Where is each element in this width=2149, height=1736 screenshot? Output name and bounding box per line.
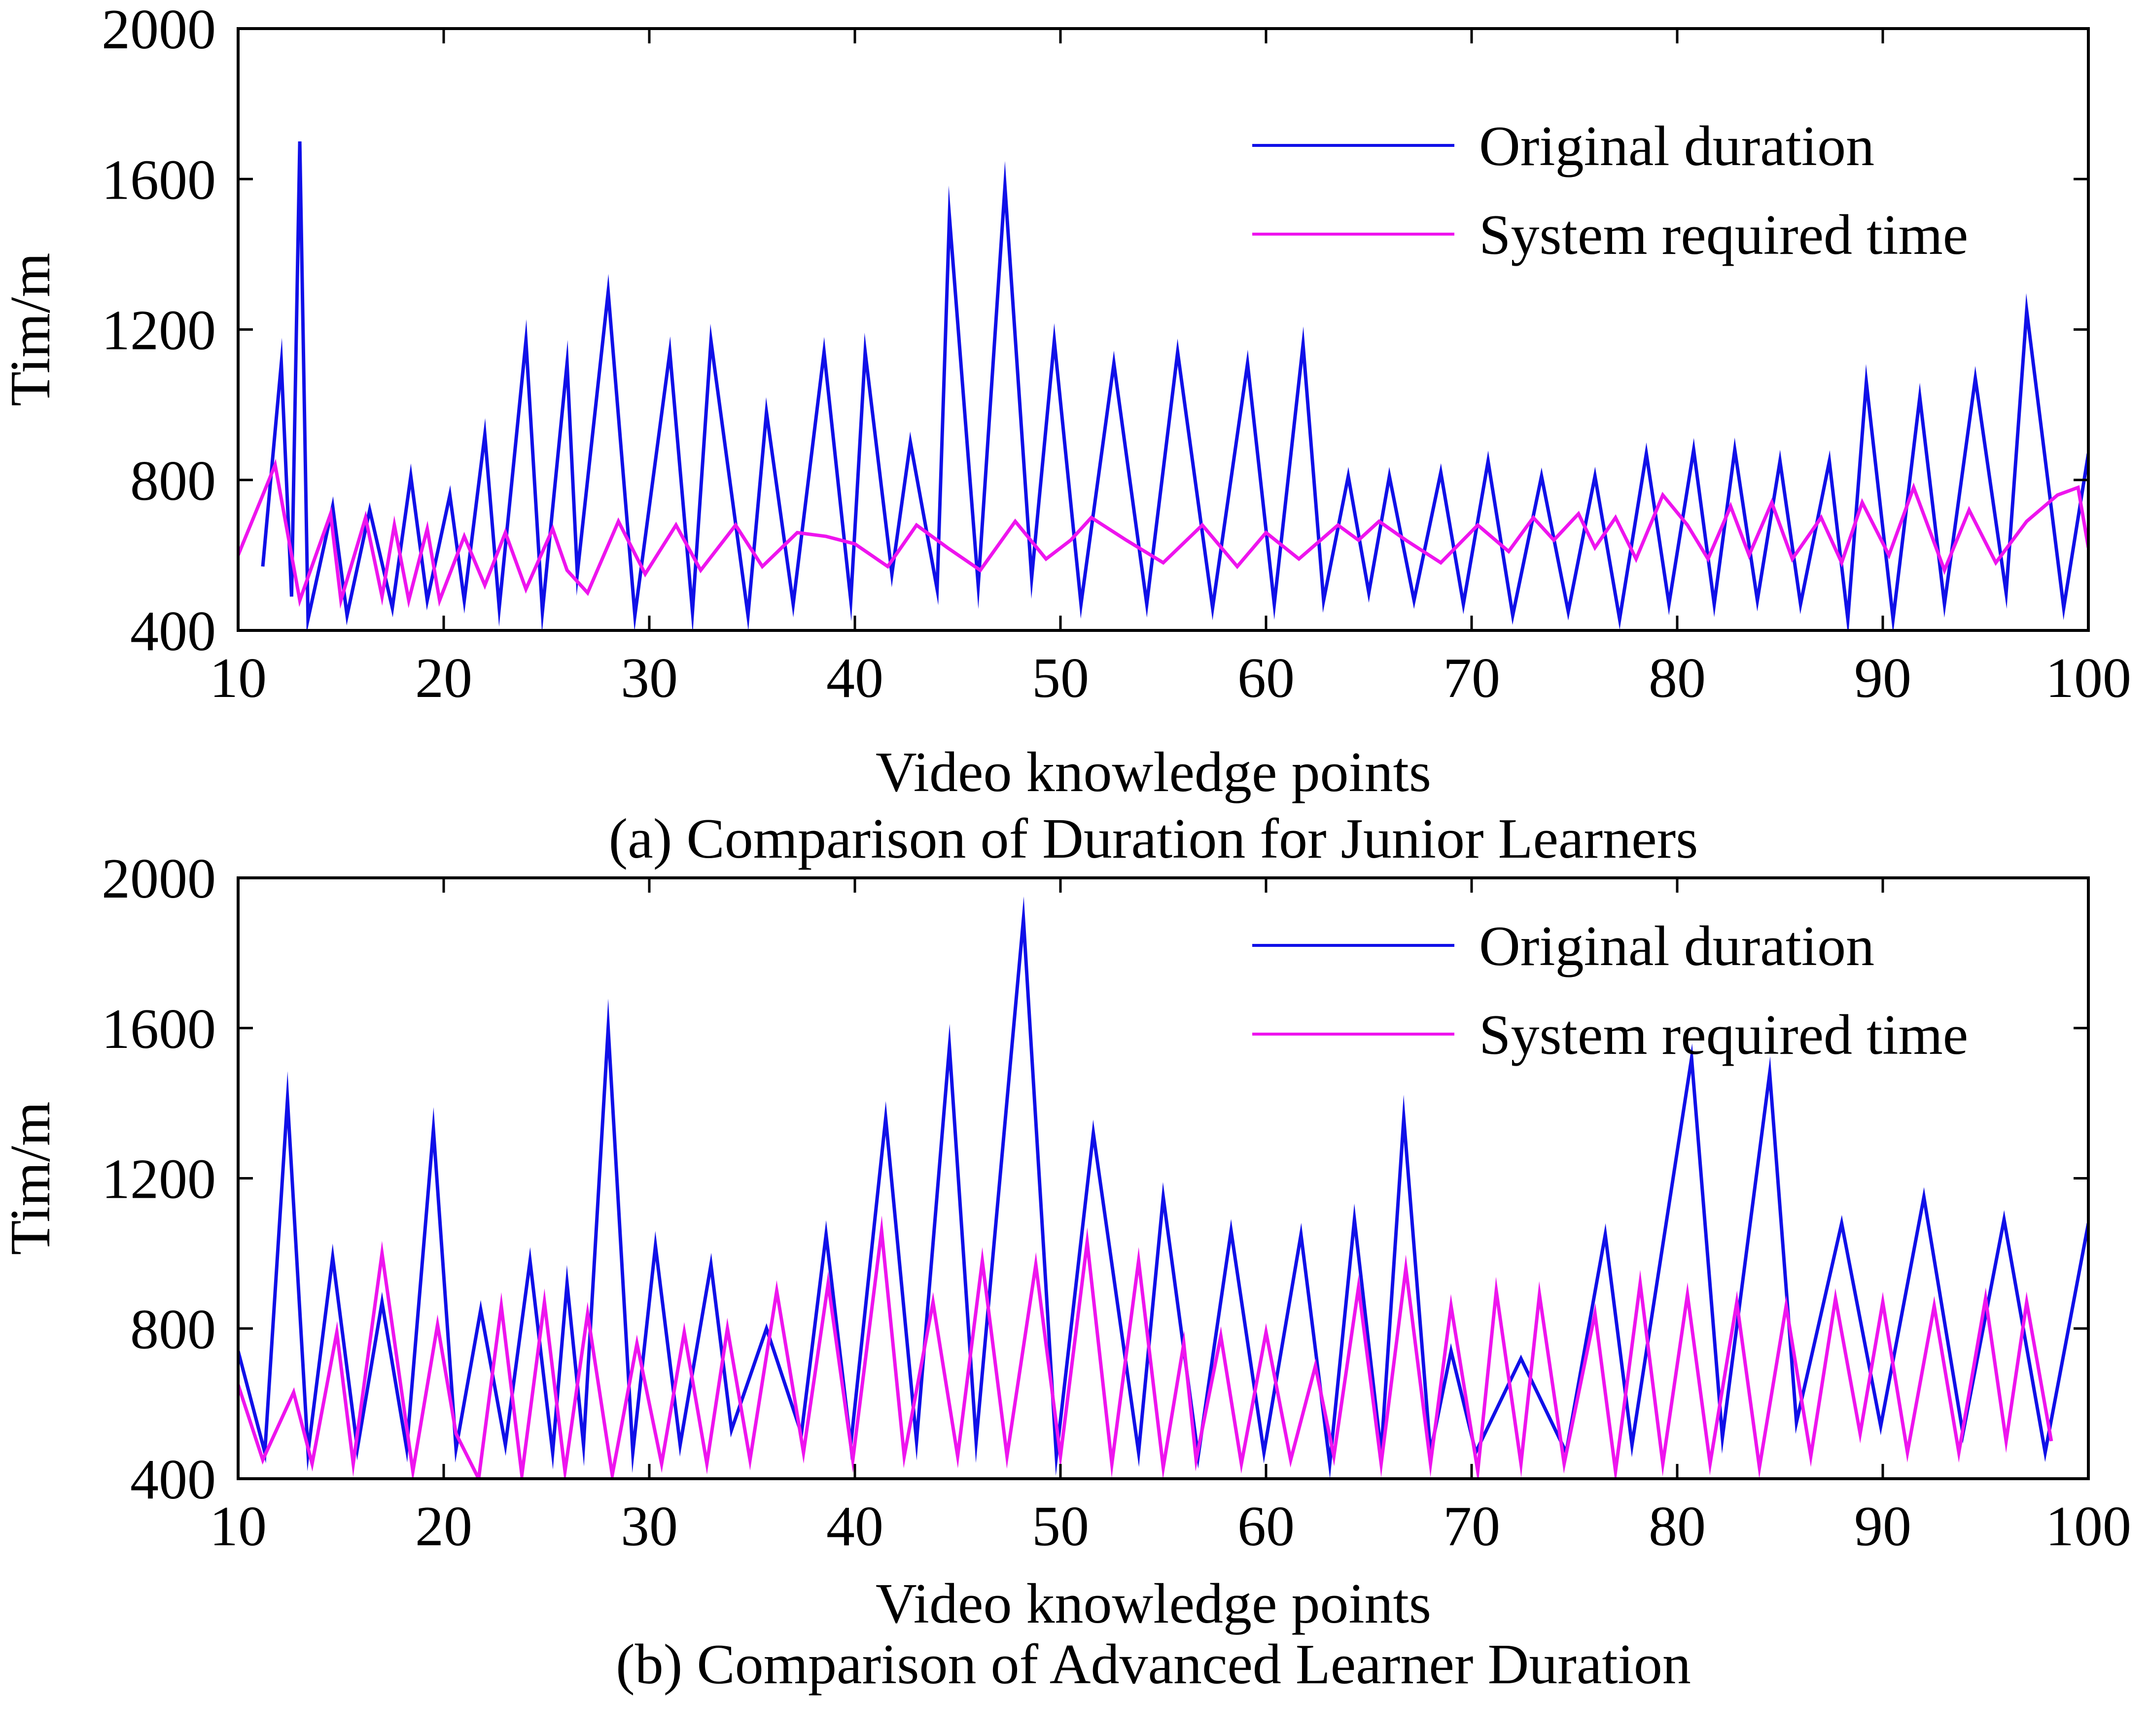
x-tick-label-b: 40 [826, 1495, 883, 1558]
legend-label-original-a: Original duration [1479, 115, 1874, 178]
y-tick-label-a: 2000 [102, 0, 216, 61]
x-tick-label-b: 60 [1237, 1495, 1295, 1558]
legend-label-system-a: System required time [1479, 204, 1968, 267]
x-tick-label-b: 80 [1649, 1495, 1706, 1558]
x-tick-label-a: 10 [210, 647, 267, 710]
y-tick-label-b: 2000 [102, 847, 216, 910]
y-tick-label-b: 1200 [102, 1148, 216, 1211]
chart-caption-a: (a) Comparison of Duration for Junior Le… [609, 807, 1698, 870]
x-tick-label-a: 70 [1443, 647, 1500, 710]
x-tick-label-a: 40 [826, 647, 883, 710]
x-tick-label-b: 50 [1032, 1495, 1089, 1558]
x-tick-label-a: 100 [2045, 647, 2131, 710]
x-tick-label-a: 80 [1649, 647, 1706, 710]
x-tick-label-a: 50 [1032, 647, 1089, 710]
x-tick-label-b: 30 [621, 1495, 678, 1558]
plot-area-a [238, 141, 2088, 630]
y-tick-label-a: 1200 [102, 299, 216, 362]
x-tick-label-b: 70 [1443, 1495, 1500, 1558]
x-tick-label-b: 90 [1854, 1495, 1911, 1558]
chart-panel-b: 10 20 30 40 50 60 70 80 90 100400800120016002000 … [0, 847, 2131, 1696]
y-tick-label-a: 1600 [102, 148, 216, 211]
y-tick-label-a: 800 [130, 450, 216, 513]
y-tick-label-b: 400 [130, 1448, 216, 1511]
x-axis-label-a: Video knowledge points [876, 741, 1431, 804]
series-system-required-time-line-b [238, 1215, 2053, 1479]
legend-b: Original duration System required time [1252, 915, 1968, 1067]
x-tick-label-a: 90 [1854, 647, 1911, 710]
x-tick-label-b: 10 [210, 1495, 267, 1558]
x-tick-label-b: 100 [2045, 1495, 2131, 1558]
chart-caption-b: (b) Comparison of Advanced Learner Durat… [616, 1633, 1691, 1696]
plot-area-b [238, 896, 2088, 1479]
series-system-required-time-line-a [238, 458, 2088, 609]
x-axis-label-b: Video knowledge points [876, 1572, 1431, 1635]
legend-label-system-b: System required time [1479, 1004, 1968, 1067]
chart-panel-a: 10 20 30 40 50 60 70 80 90 100400800120016002000 … [0, 0, 2131, 870]
series-original-duration-line-b [238, 896, 2088, 1479]
y-tick-label-a: 400 [130, 600, 216, 663]
x-tick-label-a: 60 [1237, 647, 1295, 710]
x-tick-label-b: 20 [415, 1495, 472, 1558]
series-original-duration-line-a [261, 141, 2088, 630]
ticks-b: 10 20 30 40 50 60 70 80 90 100 400 800 1200 1600 2000 [102, 847, 2131, 1558]
y-axis-label-b: Tim/m [0, 1102, 62, 1255]
legend-a: Original duration System required time [1252, 115, 1968, 267]
y-tick-label-b: 800 [130, 1298, 216, 1361]
x-tick-label-a: 30 [621, 647, 678, 710]
y-axis-label-a: Tim/m [0, 253, 62, 407]
x-tick-label-a: 20 [415, 647, 472, 710]
y-tick-label-b: 1600 [102, 998, 216, 1061]
legend-label-original-b: Original duration [1479, 915, 1874, 978]
ticks-a: 10 20 30 40 50 60 70 80 90 100 400 800 1200 1600 2000 [102, 0, 2131, 710]
